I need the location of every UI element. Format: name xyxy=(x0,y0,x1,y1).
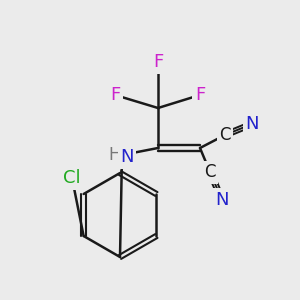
Text: C: C xyxy=(219,126,231,144)
Text: N: N xyxy=(120,148,134,166)
Text: N: N xyxy=(215,191,229,209)
Text: H: H xyxy=(109,146,121,164)
Text: C: C xyxy=(204,163,216,181)
Text: F: F xyxy=(195,86,205,104)
Text: F: F xyxy=(110,86,120,104)
Text: Cl: Cl xyxy=(63,169,81,187)
Text: N: N xyxy=(245,115,259,133)
Text: F: F xyxy=(153,53,163,71)
